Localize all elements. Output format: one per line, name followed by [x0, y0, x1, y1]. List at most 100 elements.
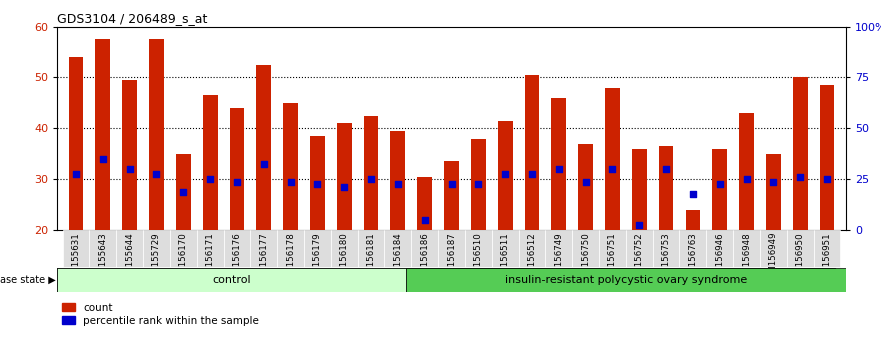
FancyBboxPatch shape: [170, 230, 196, 267]
Bar: [471, 138, 485, 230]
Text: GSM156752: GSM156752: [634, 232, 644, 285]
Bar: [498, 121, 513, 230]
Text: GSM156510: GSM156510: [474, 232, 483, 285]
Bar: [793, 78, 808, 230]
Text: GSM156750: GSM156750: [581, 232, 590, 285]
FancyBboxPatch shape: [492, 230, 519, 267]
Bar: [819, 85, 834, 230]
Point: [445, 182, 459, 187]
Text: GSM156181: GSM156181: [366, 232, 375, 285]
Point: [176, 189, 190, 195]
Point: [337, 184, 352, 190]
FancyBboxPatch shape: [707, 230, 733, 267]
Point: [659, 166, 673, 172]
Text: GSM156511: GSM156511: [500, 232, 509, 285]
Text: insulin-resistant polycystic ovary syndrome: insulin-resistant polycystic ovary syndr…: [505, 275, 747, 285]
Point: [713, 182, 727, 187]
Text: GSM156763: GSM156763: [688, 232, 698, 285]
FancyBboxPatch shape: [196, 230, 224, 267]
FancyBboxPatch shape: [411, 230, 438, 267]
Point: [284, 179, 298, 184]
Text: GSM156753: GSM156753: [662, 232, 670, 285]
Point: [552, 166, 566, 172]
Text: GSM156184: GSM156184: [394, 232, 403, 285]
FancyBboxPatch shape: [787, 230, 813, 267]
FancyBboxPatch shape: [143, 230, 170, 267]
Bar: [230, 108, 244, 230]
Point: [418, 217, 432, 223]
Bar: [176, 154, 190, 230]
Text: GSM156951: GSM156951: [823, 232, 832, 285]
Text: GSM155729: GSM155729: [152, 232, 161, 285]
Point: [150, 171, 164, 177]
FancyBboxPatch shape: [331, 230, 358, 267]
Text: GSM156170: GSM156170: [179, 232, 188, 285]
Bar: [390, 131, 405, 230]
Point: [820, 176, 834, 182]
Point: [525, 171, 539, 177]
Bar: [713, 149, 727, 230]
Bar: [122, 80, 137, 230]
Point: [204, 176, 218, 182]
FancyBboxPatch shape: [116, 230, 143, 267]
Point: [605, 166, 619, 172]
Point: [579, 179, 593, 184]
Bar: [364, 116, 379, 230]
Text: GSM156177: GSM156177: [259, 232, 269, 285]
FancyBboxPatch shape: [358, 230, 384, 267]
Bar: [418, 177, 432, 230]
FancyBboxPatch shape: [599, 230, 626, 267]
Text: GSM156512: GSM156512: [528, 232, 537, 285]
FancyBboxPatch shape: [733, 230, 760, 267]
FancyBboxPatch shape: [57, 268, 406, 292]
Bar: [337, 123, 352, 230]
Text: GSM156179: GSM156179: [313, 232, 322, 285]
Point: [230, 179, 244, 184]
Text: GSM156749: GSM156749: [554, 232, 563, 285]
FancyBboxPatch shape: [545, 230, 572, 267]
FancyBboxPatch shape: [465, 230, 492, 267]
Text: GSM156171: GSM156171: [205, 232, 215, 285]
FancyBboxPatch shape: [438, 230, 465, 267]
FancyBboxPatch shape: [63, 230, 90, 267]
Bar: [203, 95, 218, 230]
Text: GSM156946: GSM156946: [715, 232, 724, 285]
Text: GSM156180: GSM156180: [340, 232, 349, 285]
Point: [498, 171, 512, 177]
FancyBboxPatch shape: [406, 268, 846, 292]
Bar: [659, 146, 673, 230]
FancyBboxPatch shape: [90, 230, 116, 267]
Point: [364, 176, 378, 182]
Bar: [632, 149, 647, 230]
Text: GSM156948: GSM156948: [742, 232, 751, 285]
Bar: [578, 144, 593, 230]
FancyBboxPatch shape: [653, 230, 679, 267]
Point: [256, 161, 270, 167]
FancyBboxPatch shape: [519, 230, 545, 267]
Bar: [524, 75, 539, 230]
Point: [310, 182, 324, 187]
Text: disease state ▶: disease state ▶: [0, 275, 56, 285]
Bar: [95, 39, 110, 230]
Bar: [605, 88, 620, 230]
FancyBboxPatch shape: [760, 230, 787, 267]
Text: GSM156949: GSM156949: [769, 232, 778, 285]
FancyBboxPatch shape: [813, 230, 840, 267]
Point: [96, 156, 110, 162]
Bar: [766, 154, 781, 230]
Bar: [552, 98, 566, 230]
Point: [391, 182, 405, 187]
FancyBboxPatch shape: [250, 230, 278, 267]
Text: GSM156751: GSM156751: [608, 232, 617, 285]
FancyBboxPatch shape: [304, 230, 331, 267]
Text: GSM156187: GSM156187: [447, 232, 456, 285]
Bar: [310, 136, 325, 230]
Point: [739, 176, 753, 182]
Text: GSM156186: GSM156186: [420, 232, 429, 285]
Bar: [444, 161, 459, 230]
Point: [633, 222, 647, 228]
Text: GSM155644: GSM155644: [125, 232, 134, 285]
Text: GSM156178: GSM156178: [286, 232, 295, 285]
FancyBboxPatch shape: [384, 230, 411, 267]
FancyBboxPatch shape: [626, 230, 653, 267]
